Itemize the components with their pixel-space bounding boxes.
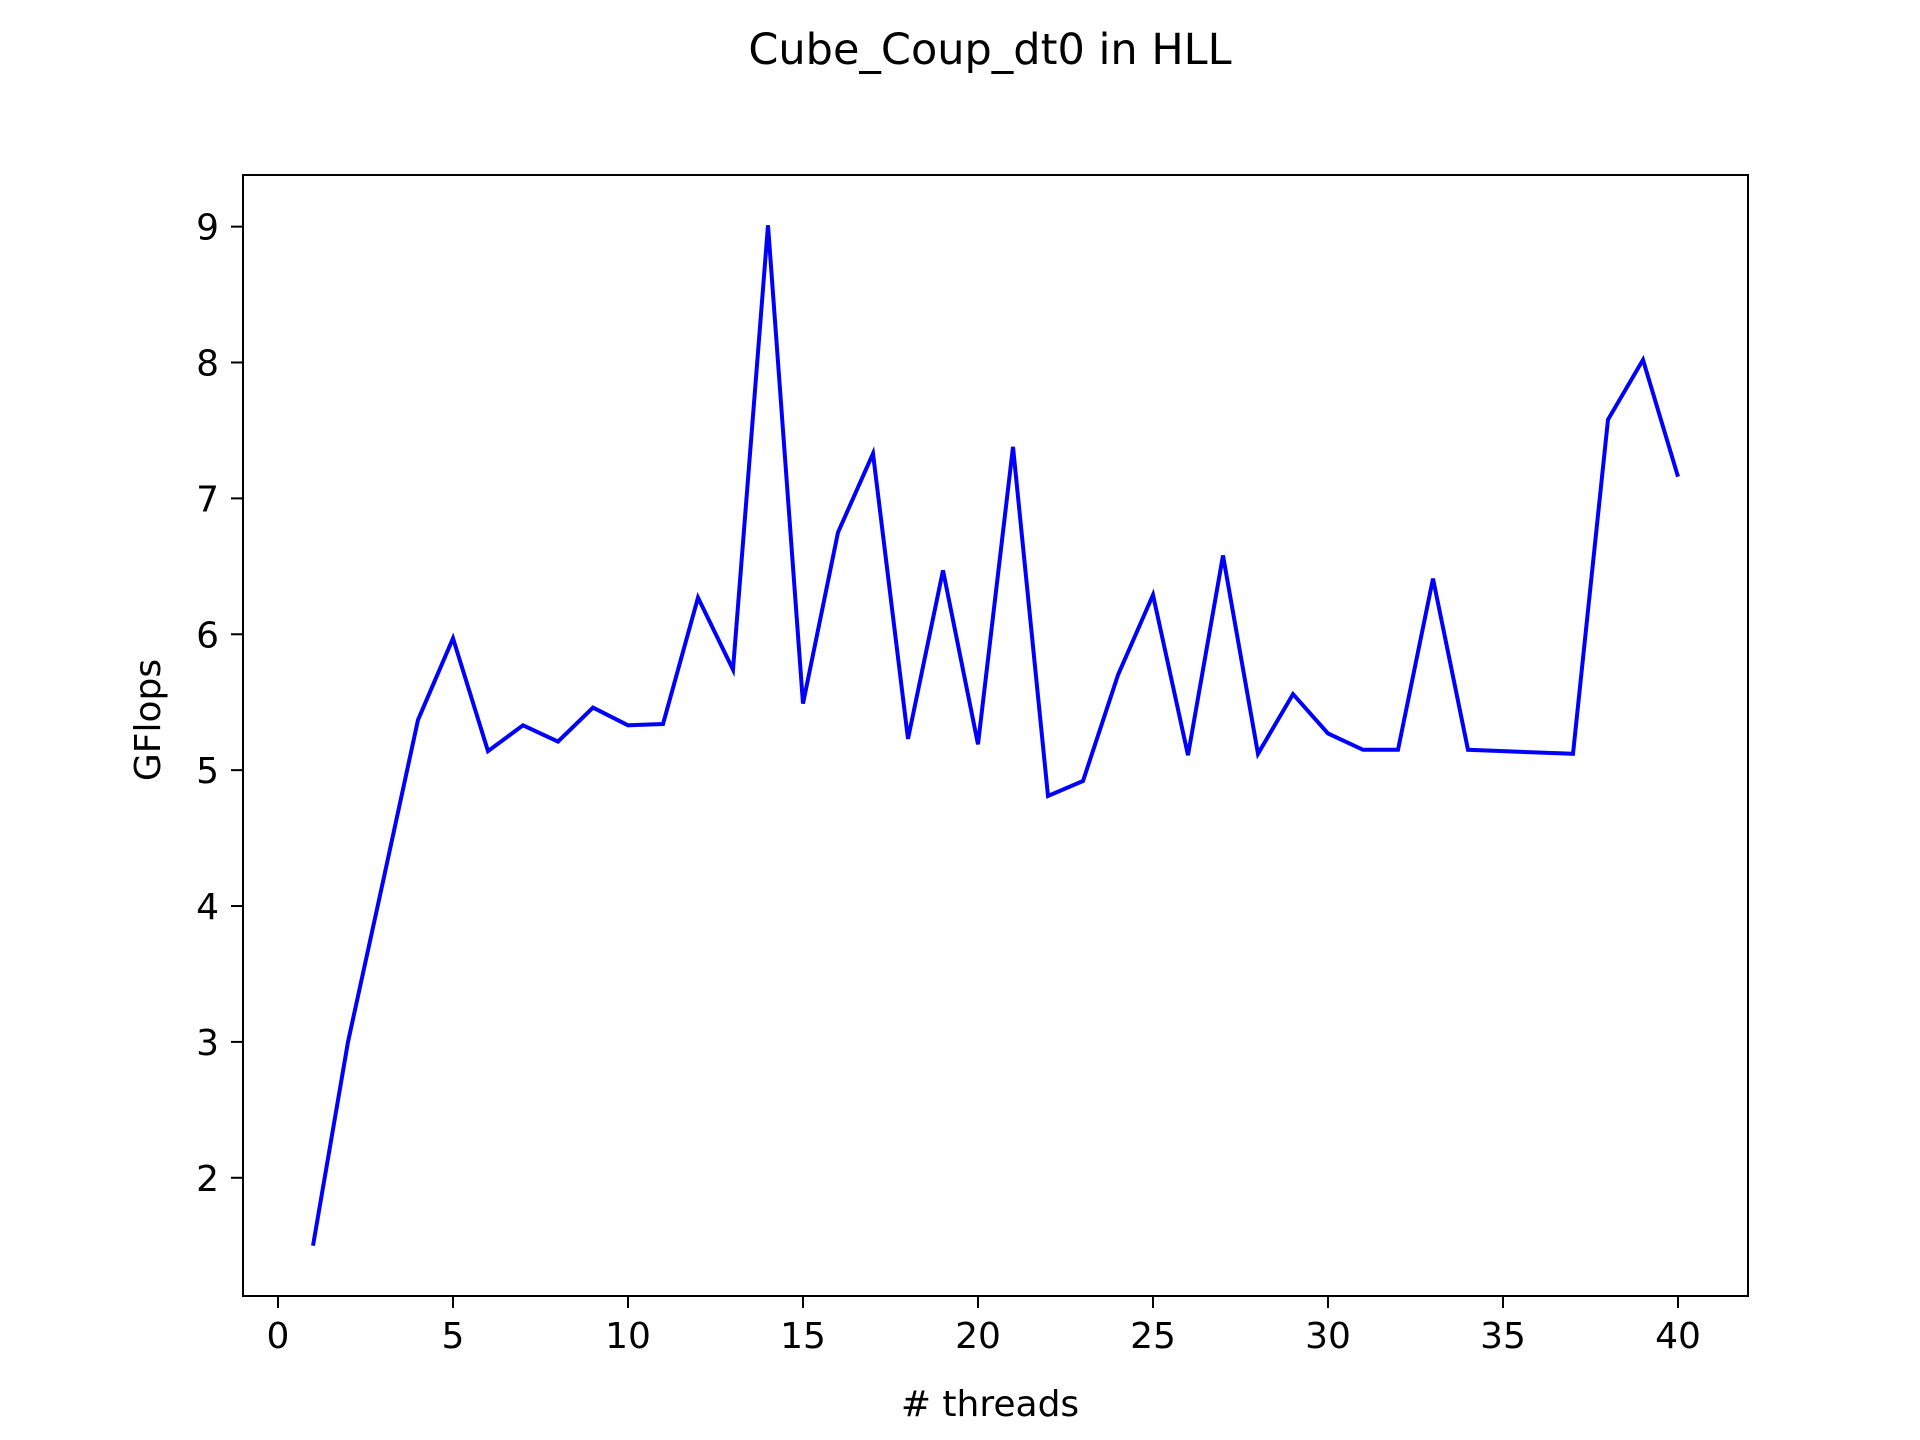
y-tick-label: 6 (196, 615, 219, 656)
x-tick-label: 25 (1130, 1316, 1176, 1357)
x-tick-label: 20 (955, 1316, 1001, 1357)
series-line-0 (311, 225, 1680, 1247)
chart-title: Cube_Coup_dt0 in HLL (748, 25, 1231, 75)
y-tick-label: 9 (196, 208, 219, 249)
x-tick-label: 5 (442, 1316, 465, 1357)
x-tick-label: 30 (1305, 1316, 1351, 1357)
y-axis: 2 3 4 5 6 7 8 9 (196, 208, 243, 1200)
x-tick-label: 0 (267, 1316, 290, 1357)
y-tick-label: 8 (196, 344, 219, 385)
y-tick-label: 2 (196, 1159, 219, 1200)
y-axis-label: GFlops (128, 659, 169, 781)
y-tick-label: 5 (196, 751, 219, 792)
x-axis-label: # threads (901, 1384, 1079, 1425)
y-tick-label: 4 (196, 887, 219, 928)
x-tick-label: 10 (605, 1316, 651, 1357)
x-tick-label: 35 (1480, 1316, 1526, 1357)
x-axis: 0 5 10 15 20 25 30 35 40 (267, 1296, 1701, 1357)
y-tick-label: 7 (196, 479, 219, 520)
x-tick-label: 40 (1655, 1316, 1701, 1357)
plot-area (242, 174, 1749, 1297)
x-tick-label: 15 (780, 1316, 826, 1357)
axes-frame (242, 174, 1749, 1297)
y-tick-label: 3 (196, 1023, 219, 1064)
